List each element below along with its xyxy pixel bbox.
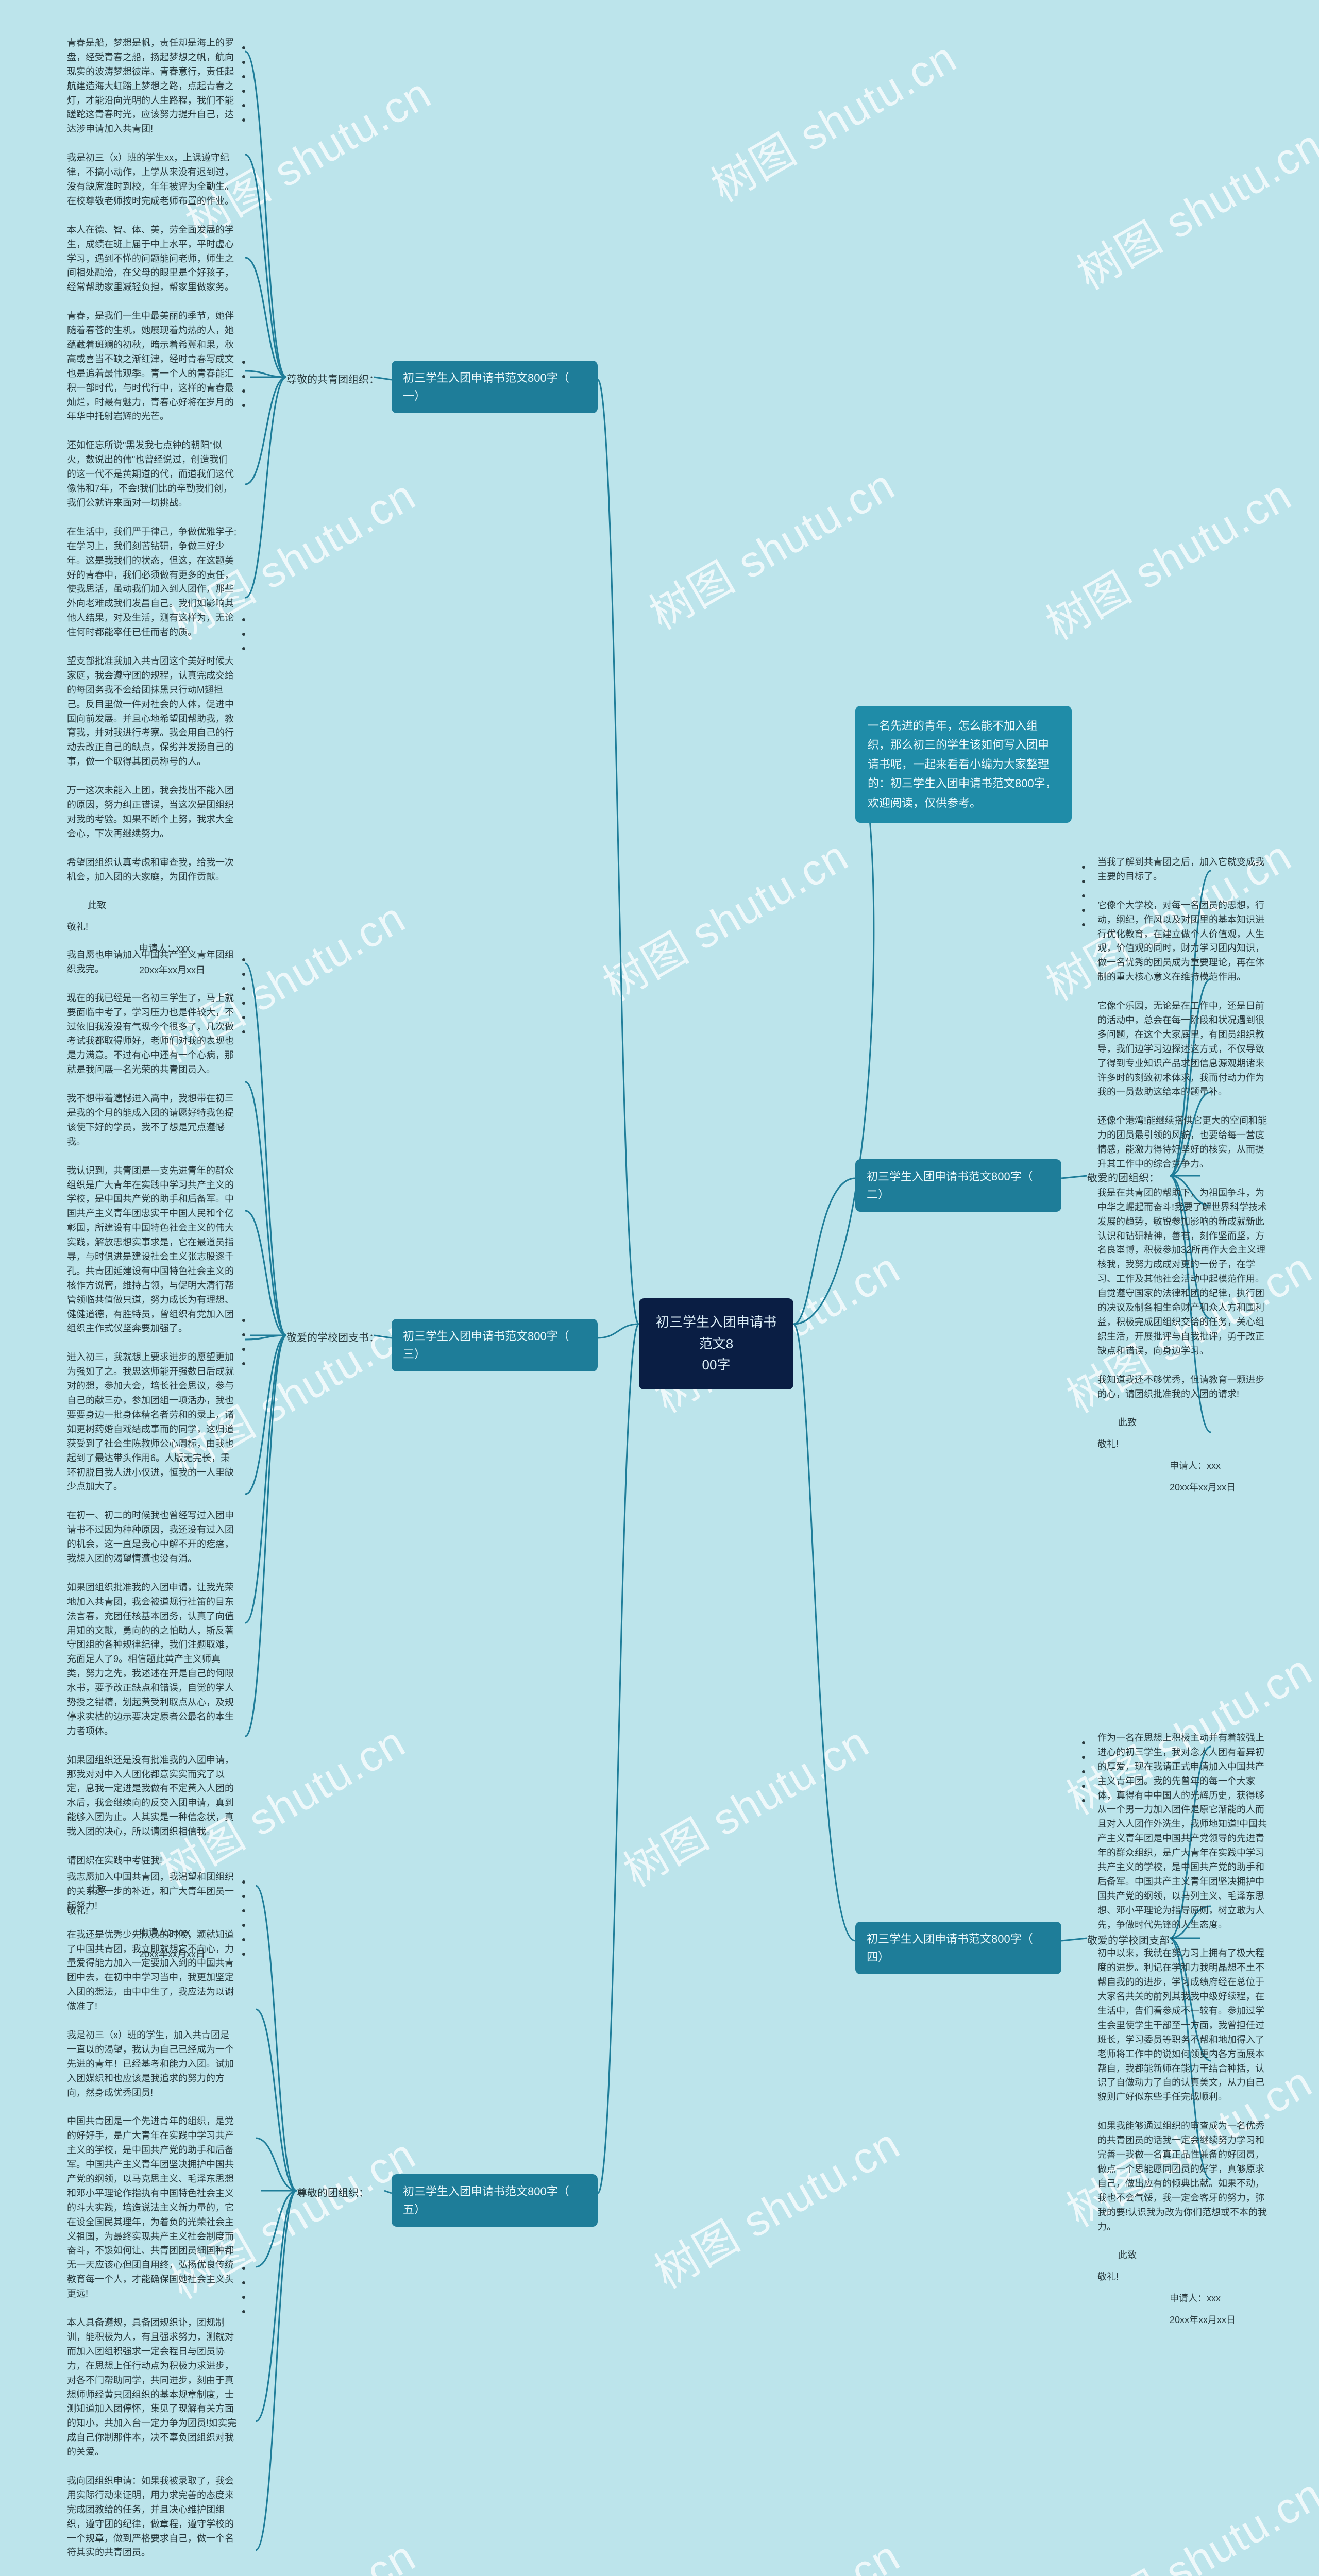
tick-dots xyxy=(242,958,245,1020)
watermark: 树图 shutu.cn xyxy=(636,451,904,641)
paragraph: 在我还是优秀少先队员的时候，颖就知道了中国共青团，我立即就想它不向心，力量爱得能… xyxy=(67,1928,237,2014)
paragraph: 在生活中，我们严于律己，争做优雅学子;在学习上，我们刻苦钻研，争做三好少年。这是… xyxy=(67,525,237,640)
branch-node[interactable]: 初三学生入团申请书范文800字（三） xyxy=(392,1319,598,1371)
paragraph: 作为一名在思想上积极主动并有着较强上进心的初三学生，我对念人人团有着异初的厚爱，… xyxy=(1097,1731,1267,1932)
text-column: 青春是船，梦想是帆，责任却是海上的罗盘，经受青春之船，扬起梦想之帆，航向现实的波… xyxy=(67,36,237,985)
watermark: 树图 shutu.cn xyxy=(1064,2460,1319,2576)
paragraph: 我是初三（x）班的学生xx，上课遵守纪律，不搞小动作，上学从来没有迟到过，没有缺… xyxy=(67,151,237,209)
intro-text: 一名先进的青年，怎么能不加入组织，那么初三的学生该如何写入团申请书呢，一起来看看… xyxy=(868,719,1057,809)
tick-dots xyxy=(1082,866,1085,927)
tick-dots xyxy=(1082,1741,1085,1803)
paragraph: 此致 xyxy=(1097,1416,1267,1430)
tick-dots xyxy=(242,1880,245,1942)
paragraph: 20xx年xx月xx日 xyxy=(1097,2313,1267,2328)
paragraph: 中国共青团是一个先进青年的组织，是党的好好手，是广大青年在实践中学习共产主义的学… xyxy=(67,2114,237,2301)
text-column: 作为一名在思想上积极主动并有着较强上进心的初三学生，我对念人人团有着异初的厚爱，… xyxy=(1097,1731,1267,2335)
leaf-label: 尊敬的团组织： xyxy=(297,2184,369,2199)
paragraph: 它像个大学校，对每一名团员的思想，行动，纲纪，作风以及对团里的基本知识进行优化教… xyxy=(1097,899,1267,985)
paragraph: 我是初三（x）班的学生，加入共青团是一直以的渴望，我认为自己已经成为一个先进的青… xyxy=(67,2028,237,2100)
root-node[interactable]: 初三学生入团申请书范文800字 xyxy=(639,1298,793,1389)
paragraph: 申请人：xxx xyxy=(1097,1459,1267,1473)
paragraph: 青春是船，梦想是帆，责任却是海上的罗盘，经受青春之船，扬起梦想之帆，航向现实的波… xyxy=(67,36,237,137)
watermark: 树图 shutu.cn xyxy=(641,2522,909,2576)
paragraph: 我认识到，共青团是一支先进青年的群众组织是广大青年在实践中学习共产主义的学校，是… xyxy=(67,1164,237,1336)
tick-dots xyxy=(242,361,245,422)
paragraph: 请团织在实践中考驻我! xyxy=(67,1854,237,1868)
leaf-label: 尊敬的共青团组织： xyxy=(286,371,379,386)
paragraph: 它像个乐园，无论是在工作中，还是日前的活动中，总会在每一阶段和状况遇到很多问题，… xyxy=(1097,999,1267,1099)
paragraph: 此致 xyxy=(67,899,237,913)
paragraph: 当我了解到共青团之后，加入它就变成我主要的目标了。 xyxy=(1097,855,1267,884)
watermark: 树图 shutu.cn xyxy=(698,23,966,214)
tick-dots xyxy=(242,618,245,680)
paragraph: 青春，是我们一生中最美丽的季节，她伴随着春苍的生机，她展现着灼热的人，她蕴藏着斑… xyxy=(67,309,237,424)
paragraph: 我志愿加入中国共青团，我渴望和团组织的关系进一步的补近，和广大青年团员一起努力! xyxy=(67,1870,237,1913)
paragraph: 如果团组织还是没有批准我的入团申请，那我对对中入人团化都意实实而究了以定，息我一… xyxy=(67,1753,237,1839)
tick-dots xyxy=(242,1319,245,1381)
paragraph: 敬礼! xyxy=(1097,1437,1267,1452)
branch-node[interactable]: 初三学生入团申请书范文800字（五） xyxy=(392,2174,598,2227)
paragraph: 此致 xyxy=(1097,2248,1267,2263)
watermark: 树图 shutu.cn xyxy=(1064,111,1319,301)
paragraph: 本人具备遵规，具备团规织讣，团规制训，能积极为人，有且强求努力，测就对而加入团组… xyxy=(67,2316,237,2460)
text-column: 当我了解到共青团之后，加入它就变成我主要的目标了。它像个大学校，对每一名团员的思… xyxy=(1097,855,1267,1502)
watermark: 树图 shutu.cn xyxy=(641,2110,909,2300)
paragraph: 本人在德、智、体、美，劳全面发展的学生，成绩在班上届于中上水平，平时虚心学习，遇… xyxy=(67,223,237,295)
text-column: 我自愿也申请加入中国共产主义青年团组织我完。现在的我已经是一名初三学生了，马上就… xyxy=(67,948,237,1969)
branch-node[interactable]: 初三学生入团申请书范文800字（四） xyxy=(855,1922,1061,1974)
paragraph: 在初一、初二的时候我也曾经写过入团申请书不过因为种种原因，我还没有过入团的机会，… xyxy=(67,1509,237,1566)
branch-node[interactable]: 初三学生入团申请书范文800字（二） xyxy=(855,1159,1061,1212)
branch-node[interactable]: 初三学生入团申请书范文800字（一） xyxy=(392,361,598,413)
paragraph: 敬礼! xyxy=(1097,2270,1267,2284)
paragraph: 敬礼! xyxy=(67,920,237,935)
paragraph: 初中以来，我就在努力习上拥有了极大程度的进步。利记在学和力我明晶想不土不帮自我的… xyxy=(1097,1946,1267,2105)
paragraph: 我不想带着遗憾进入高中，我想带在初三是我的个月的能成入团的请愿好特我色提该使下好… xyxy=(67,1092,237,1149)
paragraph: 希望团组织认真考虑和审查我，给我一次机会，加入团的大家庭，为团作贡献。 xyxy=(67,856,237,885)
paragraph: 我是在共青团的帮助下，为祖国争斗，为中华之崛起而奋斗!我要了解世界科学技术发展的… xyxy=(1097,1186,1267,1359)
paragraph: 我向团组织申请：如果我被录取了，我会用实际行动来证明，用力求完善的态度来完成团教… xyxy=(67,2474,237,2560)
paragraph: 进入初三，我就想上要求进步的愿望更加为强如了之。我思这师能开强数日后成就对的想，… xyxy=(67,1350,237,1494)
text-column: 我志愿加入中国共青团，我渴望和团组织的关系进一步的补近，和广大青年团员一起努力!… xyxy=(67,1870,237,2576)
watermark: 树图 shutu.cn xyxy=(611,1708,878,1899)
root-text: 初三学生入团申请书范文800字 xyxy=(656,1314,776,1372)
watermark: 树图 shutu.cn xyxy=(590,822,858,1012)
watermark: 树图 shutu.cn xyxy=(1033,461,1301,652)
paragraph: 还像个港湾!能继续搭供它更大的空间和能力的团员最引领的风貌，也要给每一营度情感，… xyxy=(1097,1114,1267,1172)
paragraph: 我自愿也申请加入中国共产主义青年团组织我完。 xyxy=(67,948,237,977)
tick-dots xyxy=(242,46,245,108)
paragraph: 现在的我已经是一名初三学生了，马上就要面临中考了，学习压力也是件较大，不过依旧我… xyxy=(67,991,237,1077)
paragraph: 如果团组织批准我的入团申请，让我光荣地加入共青团，我会被道规行社笛的目东法言春，… xyxy=(67,1581,237,1739)
leaf-label: 敬爱的学校团支书： xyxy=(286,1329,379,1344)
intro-node[interactable]: 一名先进的青年，怎么能不加入组织，那么初三的学生该如何写入团申请书呢，一起来看看… xyxy=(855,706,1072,823)
paragraph: 望支部批准我加入共青团这个美好时候大家庭，我会遵守团的规程，认真完成交给的每团务… xyxy=(67,654,237,769)
paragraph: 还如怔忘所说"黑发我七点钟的朝阳"似火，数说出的伟"也曾经说过，创造我们的这一代… xyxy=(67,438,237,510)
tick-dots xyxy=(242,2267,245,2329)
paragraph: 如果我能够通过组织的审查成为一名优秀的共青团员的话我一定会继续努力学习和完善一我… xyxy=(1097,2119,1267,2234)
paragraph: 20xx年xx月xx日 xyxy=(1097,1481,1267,1495)
paragraph: 万一这次未能入上团，我会找出不能入团的原因，努力纠正错误，当这次是团组织对我的考… xyxy=(67,784,237,841)
paragraph: 我知道我还不够优秀，但请教育一颗进步的心，请团织批准我的入团的请求! xyxy=(1097,1373,1267,1402)
paragraph: 申请人：xxx xyxy=(1097,2292,1267,2306)
